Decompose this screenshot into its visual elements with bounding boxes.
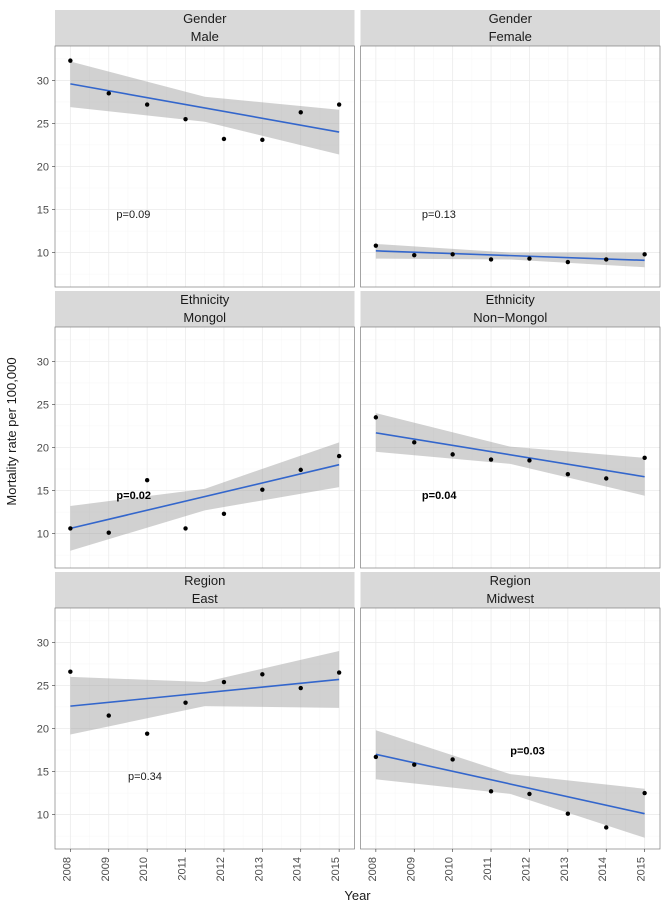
svg-text:Region: Region: [490, 573, 531, 588]
svg-text:p=0.03: p=0.03: [510, 745, 545, 757]
svg-text:30: 30: [37, 75, 49, 87]
svg-text:2014: 2014: [597, 857, 609, 881]
svg-text:20: 20: [37, 162, 49, 174]
svg-text:25: 25: [37, 399, 49, 411]
svg-text:2010: 2010: [138, 857, 150, 881]
svg-text:2011: 2011: [482, 857, 494, 881]
svg-text:Non−Mongol: Non−Mongol: [473, 310, 547, 325]
svg-text:Gender: Gender: [489, 11, 533, 26]
svg-text:Ethnicity: Ethnicity: [486, 292, 536, 307]
svg-text:30: 30: [37, 356, 49, 368]
svg-text:10: 10: [37, 248, 49, 260]
svg-text:2015: 2015: [330, 857, 342, 881]
svg-text:Year: Year: [344, 888, 371, 903]
chart-svg: Mortality rate per 100,000 Year Gender Male…: [0, 0, 670, 908]
svg-text:Mongol: Mongol: [183, 310, 226, 325]
svg-text:2015: 2015: [636, 857, 648, 881]
svg-text:Male: Male: [191, 29, 219, 44]
svg-text:10: 10: [37, 810, 49, 822]
svg-text:20: 20: [37, 443, 49, 455]
svg-text:2008: 2008: [61, 857, 73, 881]
svg-text:10: 10: [37, 529, 49, 541]
svg-text:p=0.13: p=0.13: [422, 209, 456, 221]
svg-text:2009: 2009: [405, 857, 417, 881]
svg-text:25: 25: [37, 118, 49, 130]
svg-text:Gender: Gender: [183, 11, 227, 26]
svg-text:2012: 2012: [520, 857, 532, 881]
svg-text:Ethnicity: Ethnicity: [180, 292, 230, 307]
svg-text:25: 25: [37, 680, 49, 692]
svg-text:East: East: [192, 591, 218, 606]
svg-text:p=0.02: p=0.02: [116, 490, 151, 502]
svg-text:15: 15: [37, 486, 49, 498]
svg-text:2013: 2013: [559, 857, 571, 881]
svg-text:2013: 2013: [253, 857, 265, 881]
mortality-facet-chart: { "dimensions": { "width": 670, "height"…: [0, 0, 670, 908]
svg-text:Region: Region: [184, 573, 225, 588]
svg-text:20: 20: [37, 724, 49, 736]
svg-text:p=0.04: p=0.04: [422, 490, 457, 502]
svg-text:2011: 2011: [177, 857, 189, 881]
svg-text:15: 15: [37, 205, 49, 217]
svg-text:2008: 2008: [367, 857, 379, 881]
svg-text:2012: 2012: [215, 857, 227, 881]
svg-text:30: 30: [37, 637, 49, 649]
svg-text:2009: 2009: [100, 857, 112, 881]
svg-text:15: 15: [37, 767, 49, 779]
svg-text:2014: 2014: [292, 857, 304, 881]
svg-text:Midwest: Midwest: [486, 591, 534, 606]
svg-text:Female: Female: [489, 29, 532, 44]
svg-text:2010: 2010: [444, 857, 456, 881]
svg-text:p=0.34: p=0.34: [128, 771, 162, 783]
svg-text:p=0.09: p=0.09: [116, 209, 150, 221]
svg-text:Mortality rate per 100,000: Mortality rate per 100,000: [4, 357, 19, 505]
